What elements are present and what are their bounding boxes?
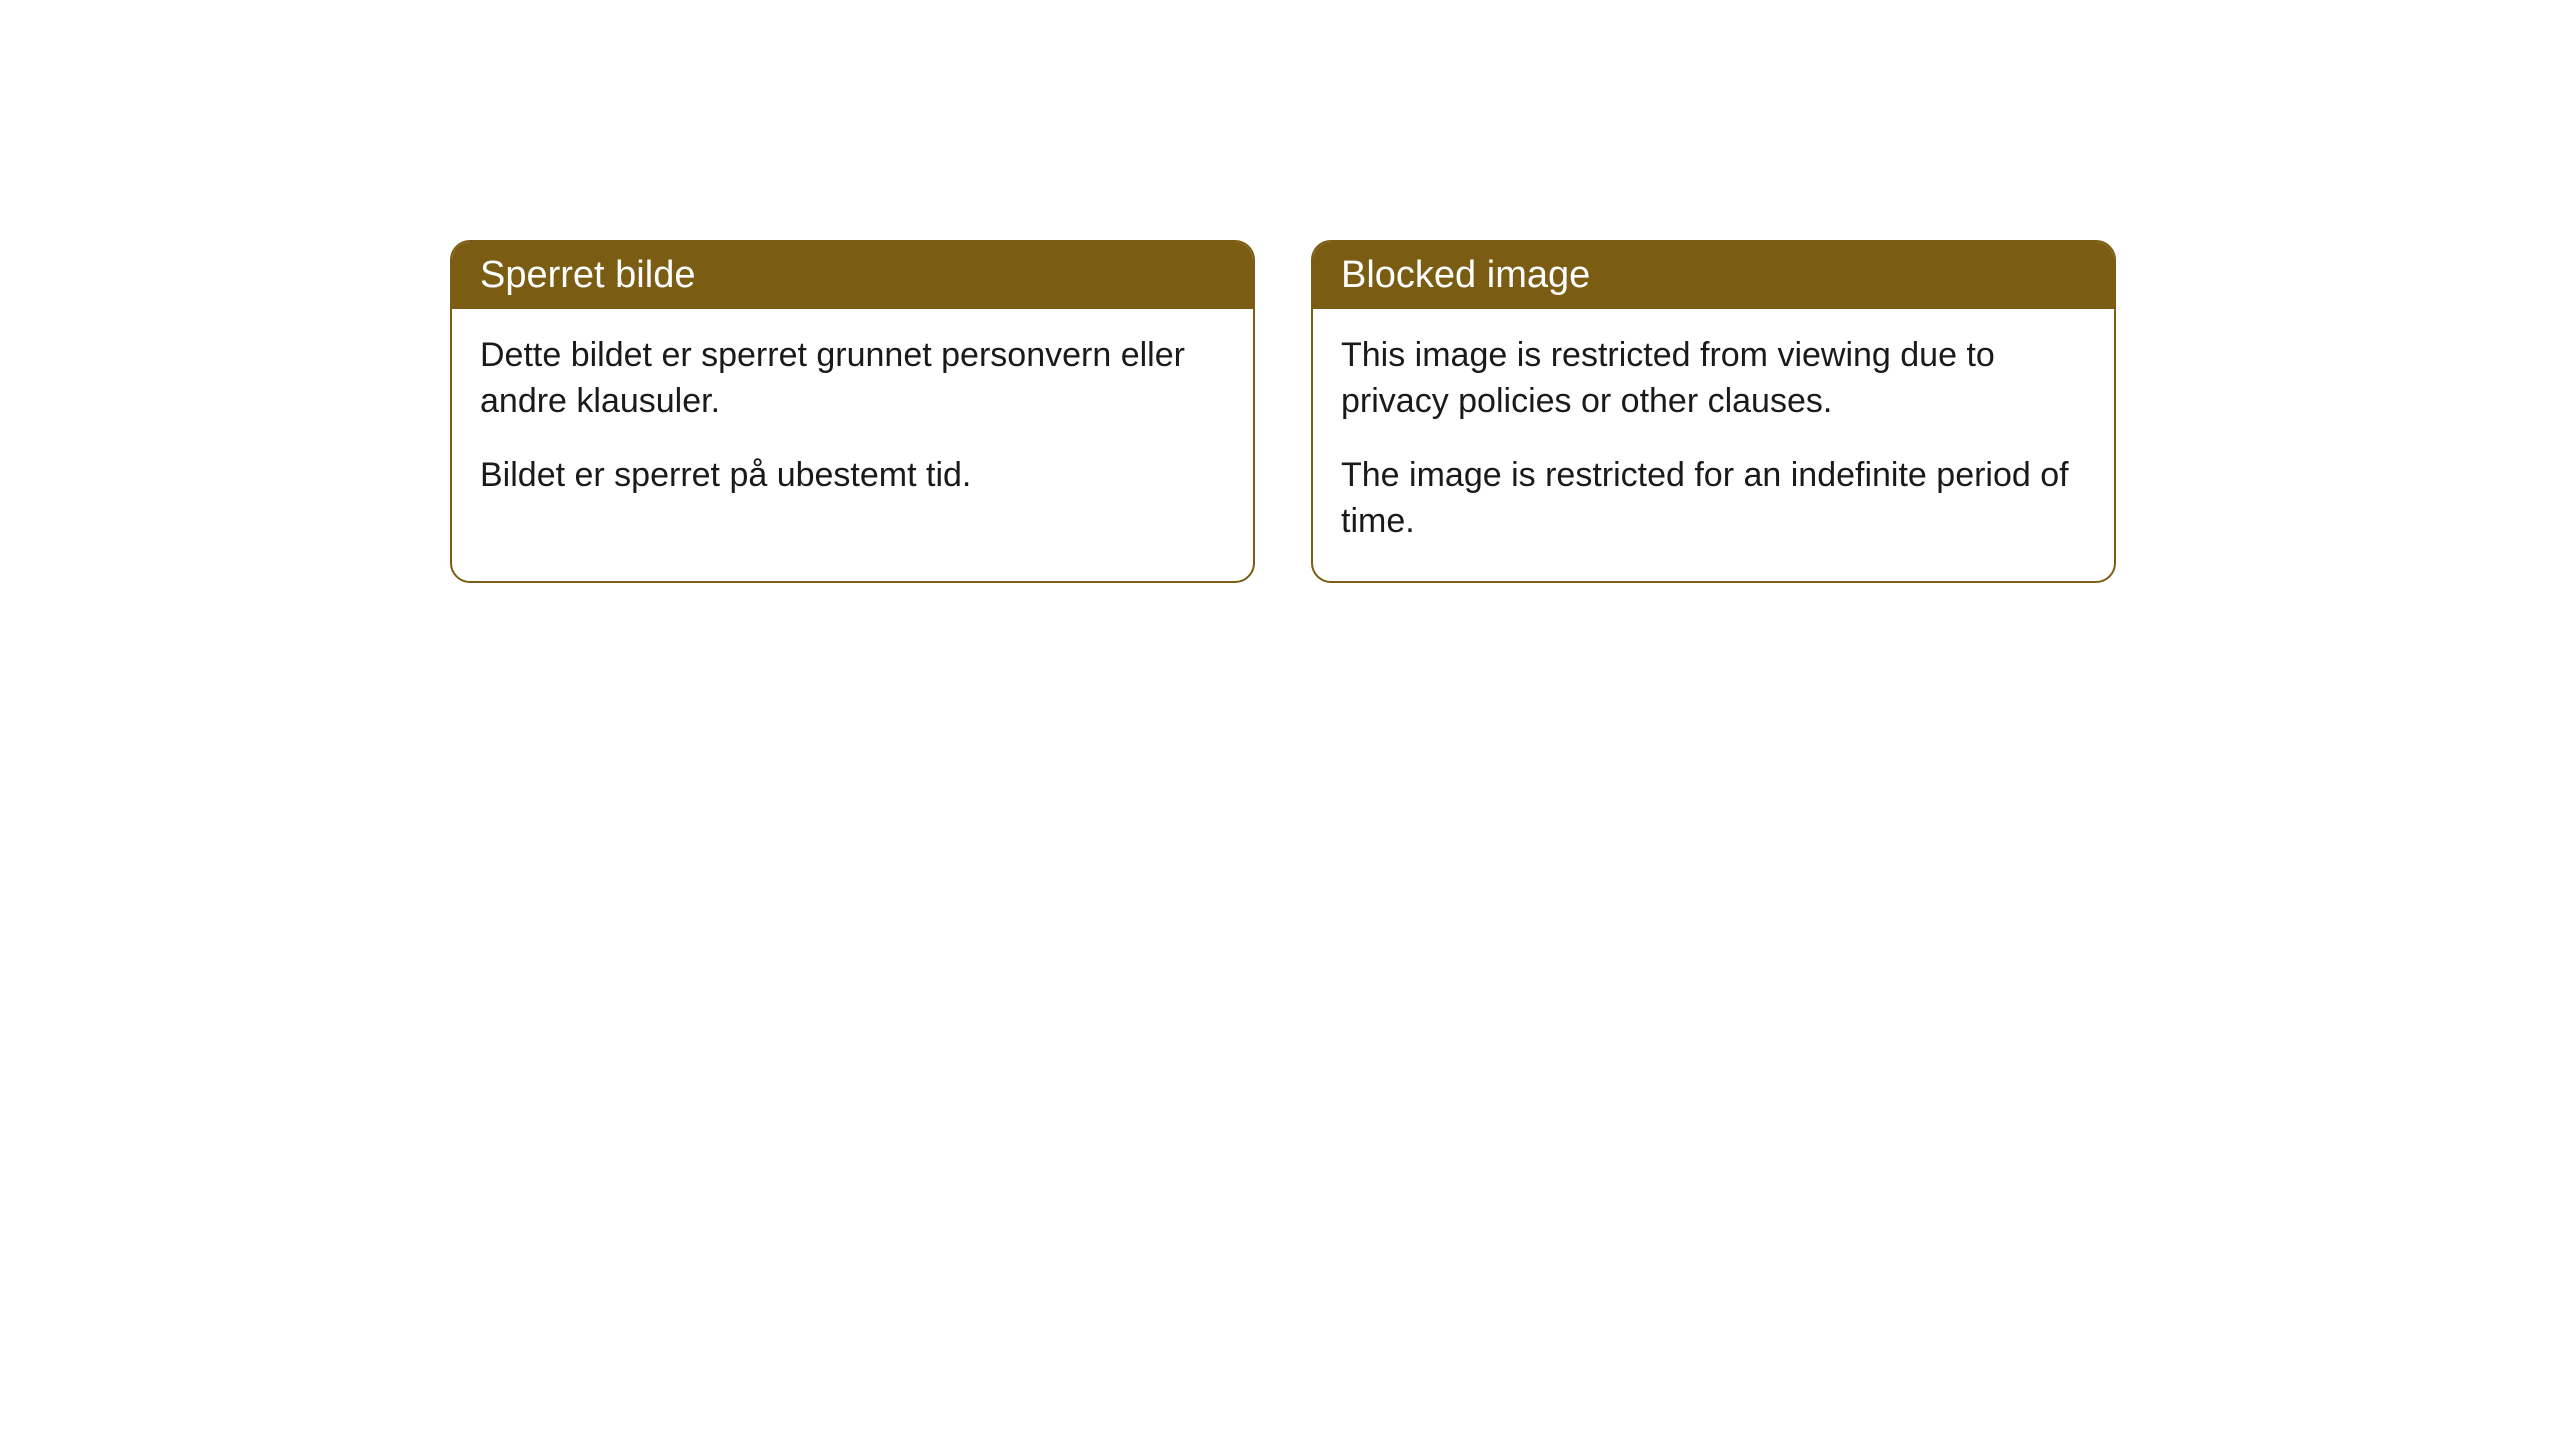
- card-title-norwegian: Sperret bilde: [480, 254, 695, 296]
- card-body-english: This image is restricted from viewing du…: [1313, 309, 2114, 581]
- card-norwegian: Sperret bilde Dette bildet er sperret gr…: [450, 240, 1255, 583]
- card-header-norwegian: Sperret bilde: [452, 242, 1253, 309]
- card-english: Blocked image This image is restricted f…: [1311, 240, 2116, 583]
- card-paragraph-2-english: The image is restricted for an indefinit…: [1341, 453, 2086, 545]
- cards-container: Sperret bilde Dette bildet er sperret gr…: [450, 240, 2116, 583]
- card-body-norwegian: Dette bildet er sperret grunnet personve…: [452, 309, 1253, 535]
- card-header-english: Blocked image: [1313, 242, 2114, 309]
- card-paragraph-1-english: This image is restricted from viewing du…: [1341, 333, 2086, 425]
- card-title-english: Blocked image: [1341, 254, 1590, 296]
- card-paragraph-2-norwegian: Bildet er sperret på ubestemt tid.: [480, 453, 1225, 499]
- card-paragraph-1-norwegian: Dette bildet er sperret grunnet personve…: [480, 333, 1225, 425]
